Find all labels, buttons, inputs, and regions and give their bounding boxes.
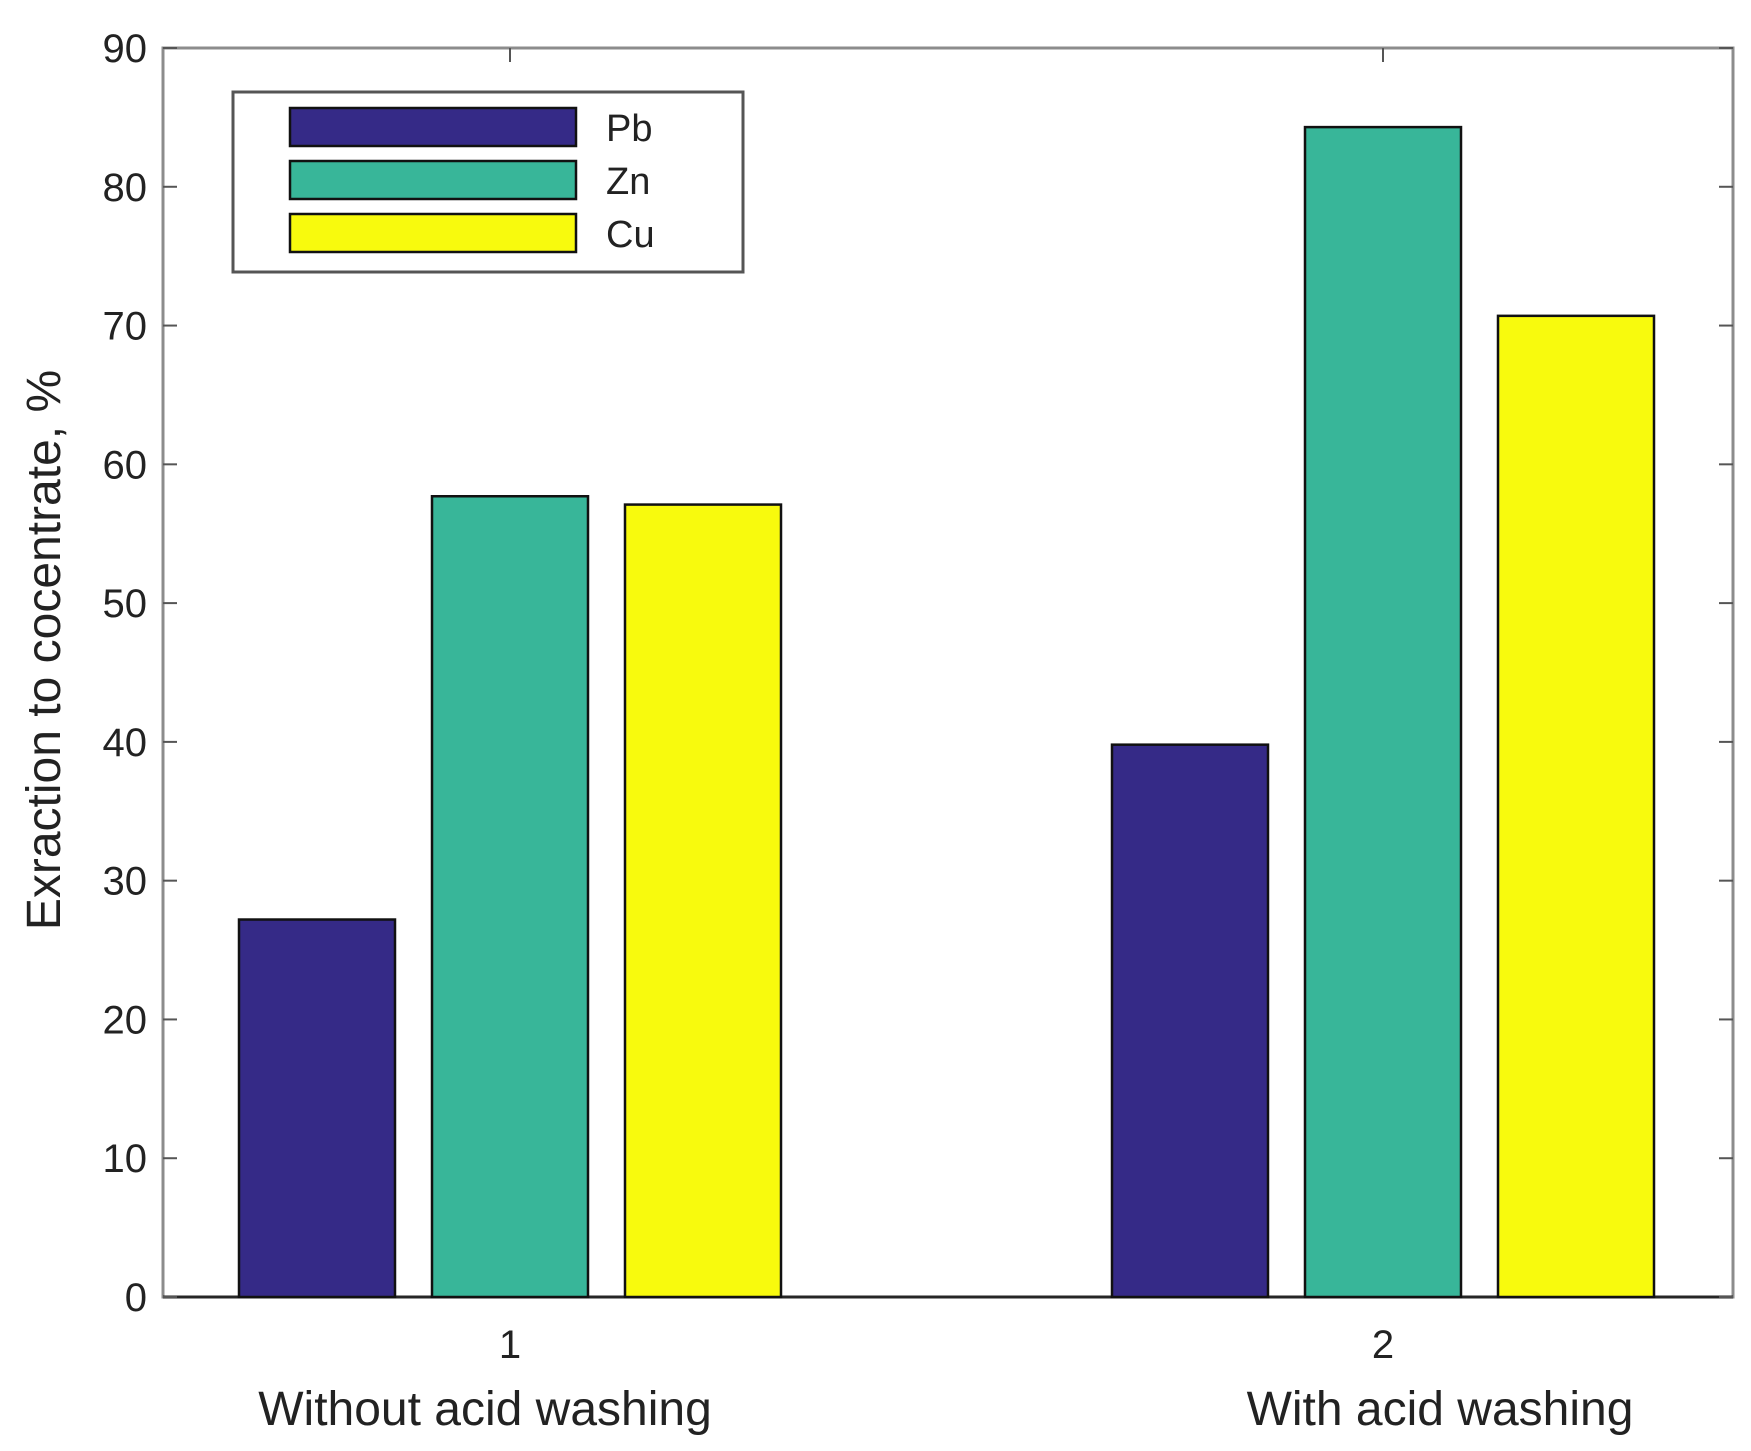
bars	[237, 125, 1656, 1299]
x-tick-label: 1	[499, 1323, 521, 1367]
x-axis: 1 Without acid washing 2 With acid washing	[258, 48, 1633, 1436]
legend-label-cu: Cu	[606, 214, 655, 256]
legend: Pb Zn Cu	[231, 90, 745, 274]
category-label: Without acid washing	[258, 1383, 712, 1436]
legend-swatch-cu	[288, 212, 578, 254]
y-tick-label: 30	[103, 860, 148, 904]
legend-label-zn: Zn	[606, 161, 650, 203]
bar-pb-2	[1110, 743, 1270, 1299]
category-label: With acid washing	[1247, 1383, 1634, 1436]
y-tick-label: 90	[103, 27, 148, 71]
y-tick-label: 80	[103, 166, 148, 210]
bar-cu-2	[1496, 314, 1656, 1299]
bar-pb-1	[237, 918, 397, 1299]
legend-swatch-pb	[288, 106, 578, 148]
plot-frame	[161, 46, 1735, 1299]
x-tick-label: 2	[1372, 1323, 1394, 1367]
y-tick-label: 0	[125, 1276, 147, 1320]
bar-cu-1	[623, 503, 783, 1299]
bar-zn-2	[1303, 125, 1463, 1299]
y-tick-label: 10	[103, 1137, 148, 1181]
y-tick-label: 60	[103, 443, 148, 487]
bar-zn-1	[430, 495, 590, 1299]
legend-swatch-zn	[288, 159, 578, 201]
y-tick-label: 40	[103, 721, 148, 765]
y-axis: 0 10 20 30 40 50 60 70 80 90	[103, 27, 1733, 1320]
y-tick-label: 70	[103, 305, 148, 349]
y-tick-label: 50	[103, 582, 148, 626]
y-tick-label: 20	[103, 998, 148, 1042]
y-axis-title: Exraction to cocentrate, %	[18, 370, 71, 930]
legend-label-pb: Pb	[606, 108, 652, 150]
